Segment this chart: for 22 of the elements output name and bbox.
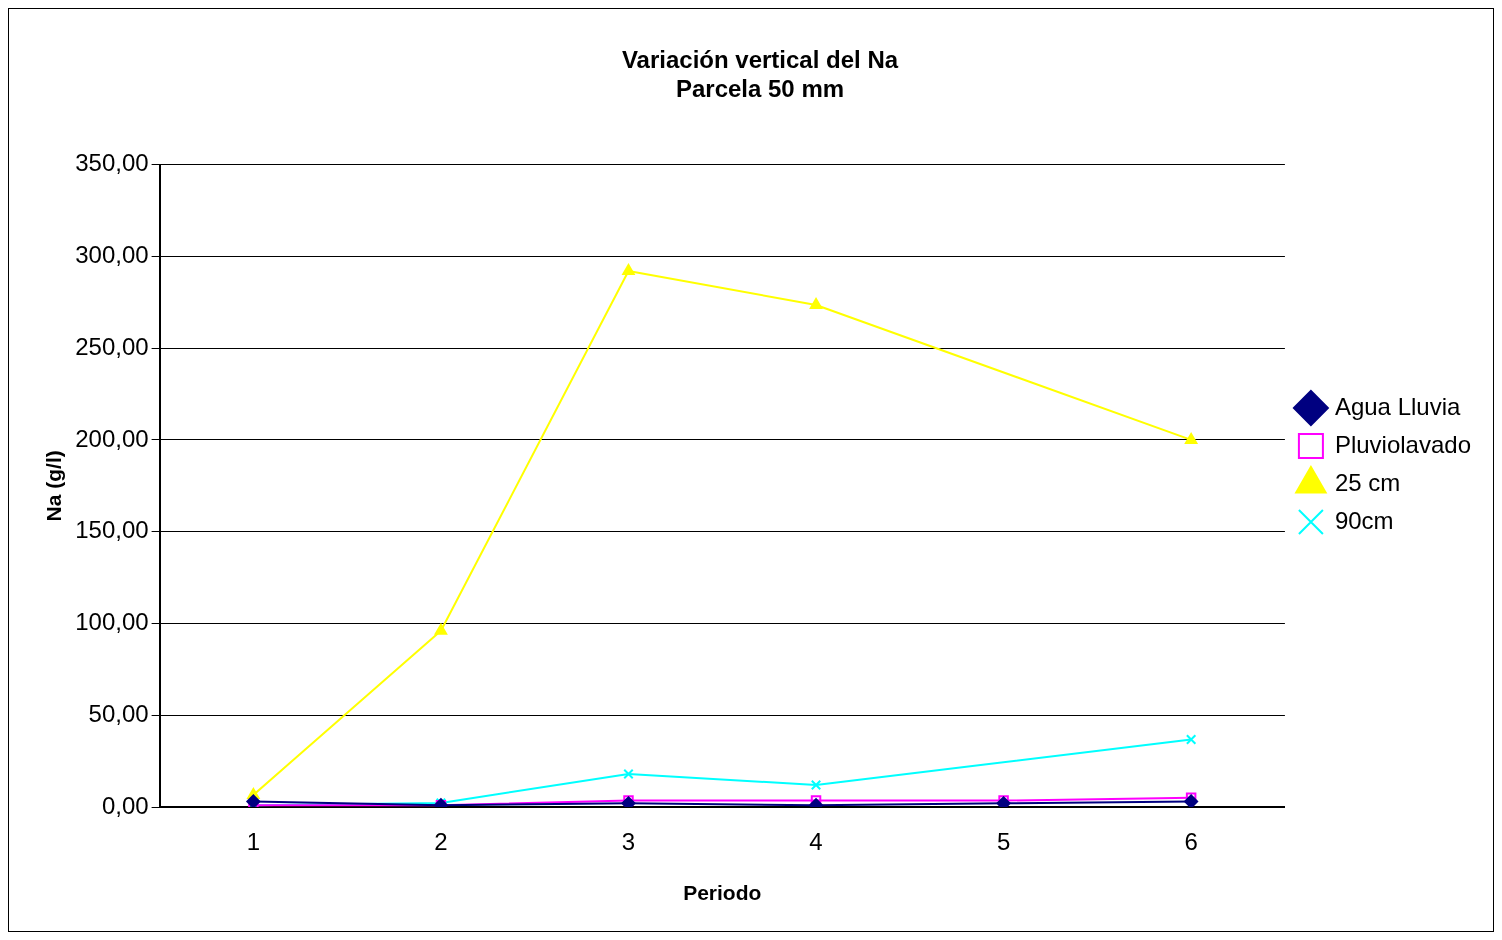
x-tick-label: 5 (996, 828, 1011, 856)
x-tick-label: 6 (1184, 828, 1198, 856)
y-tick-label: 50,00 (88, 699, 149, 727)
text: Parcela 50 mm (675, 74, 845, 102)
y-tick-label: 350,00 (75, 149, 149, 177)
x-axis-title: Periodo (683, 881, 762, 905)
text: Variación vertical del Na (621, 46, 899, 74)
legend-label: 90cm (1334, 506, 1394, 534)
legend-label: 25 cm (1334, 468, 1401, 496)
y-axis-title: Na (g/l) (42, 450, 66, 522)
y-tick-label: 300,00 (75, 241, 149, 268)
x-tick-label: 1 (246, 828, 261, 856)
x-tick-label: 3 (621, 828, 636, 856)
x-tick-label: 2 (434, 828, 448, 856)
y-tick-label: 150,00 (75, 516, 149, 544)
legend-label: Pluviolavado (1334, 430, 1471, 458)
legend-label: Agua Lluvia (1334, 392, 1461, 420)
x-tick-label: 4 (809, 828, 823, 856)
y-tick-label: 100,00 (75, 608, 149, 636)
y-tick-label: 200,00 (75, 424, 149, 452)
y-tick-label: 0,00 (101, 791, 149, 819)
y-tick-label: 250,00 (75, 332, 149, 360)
